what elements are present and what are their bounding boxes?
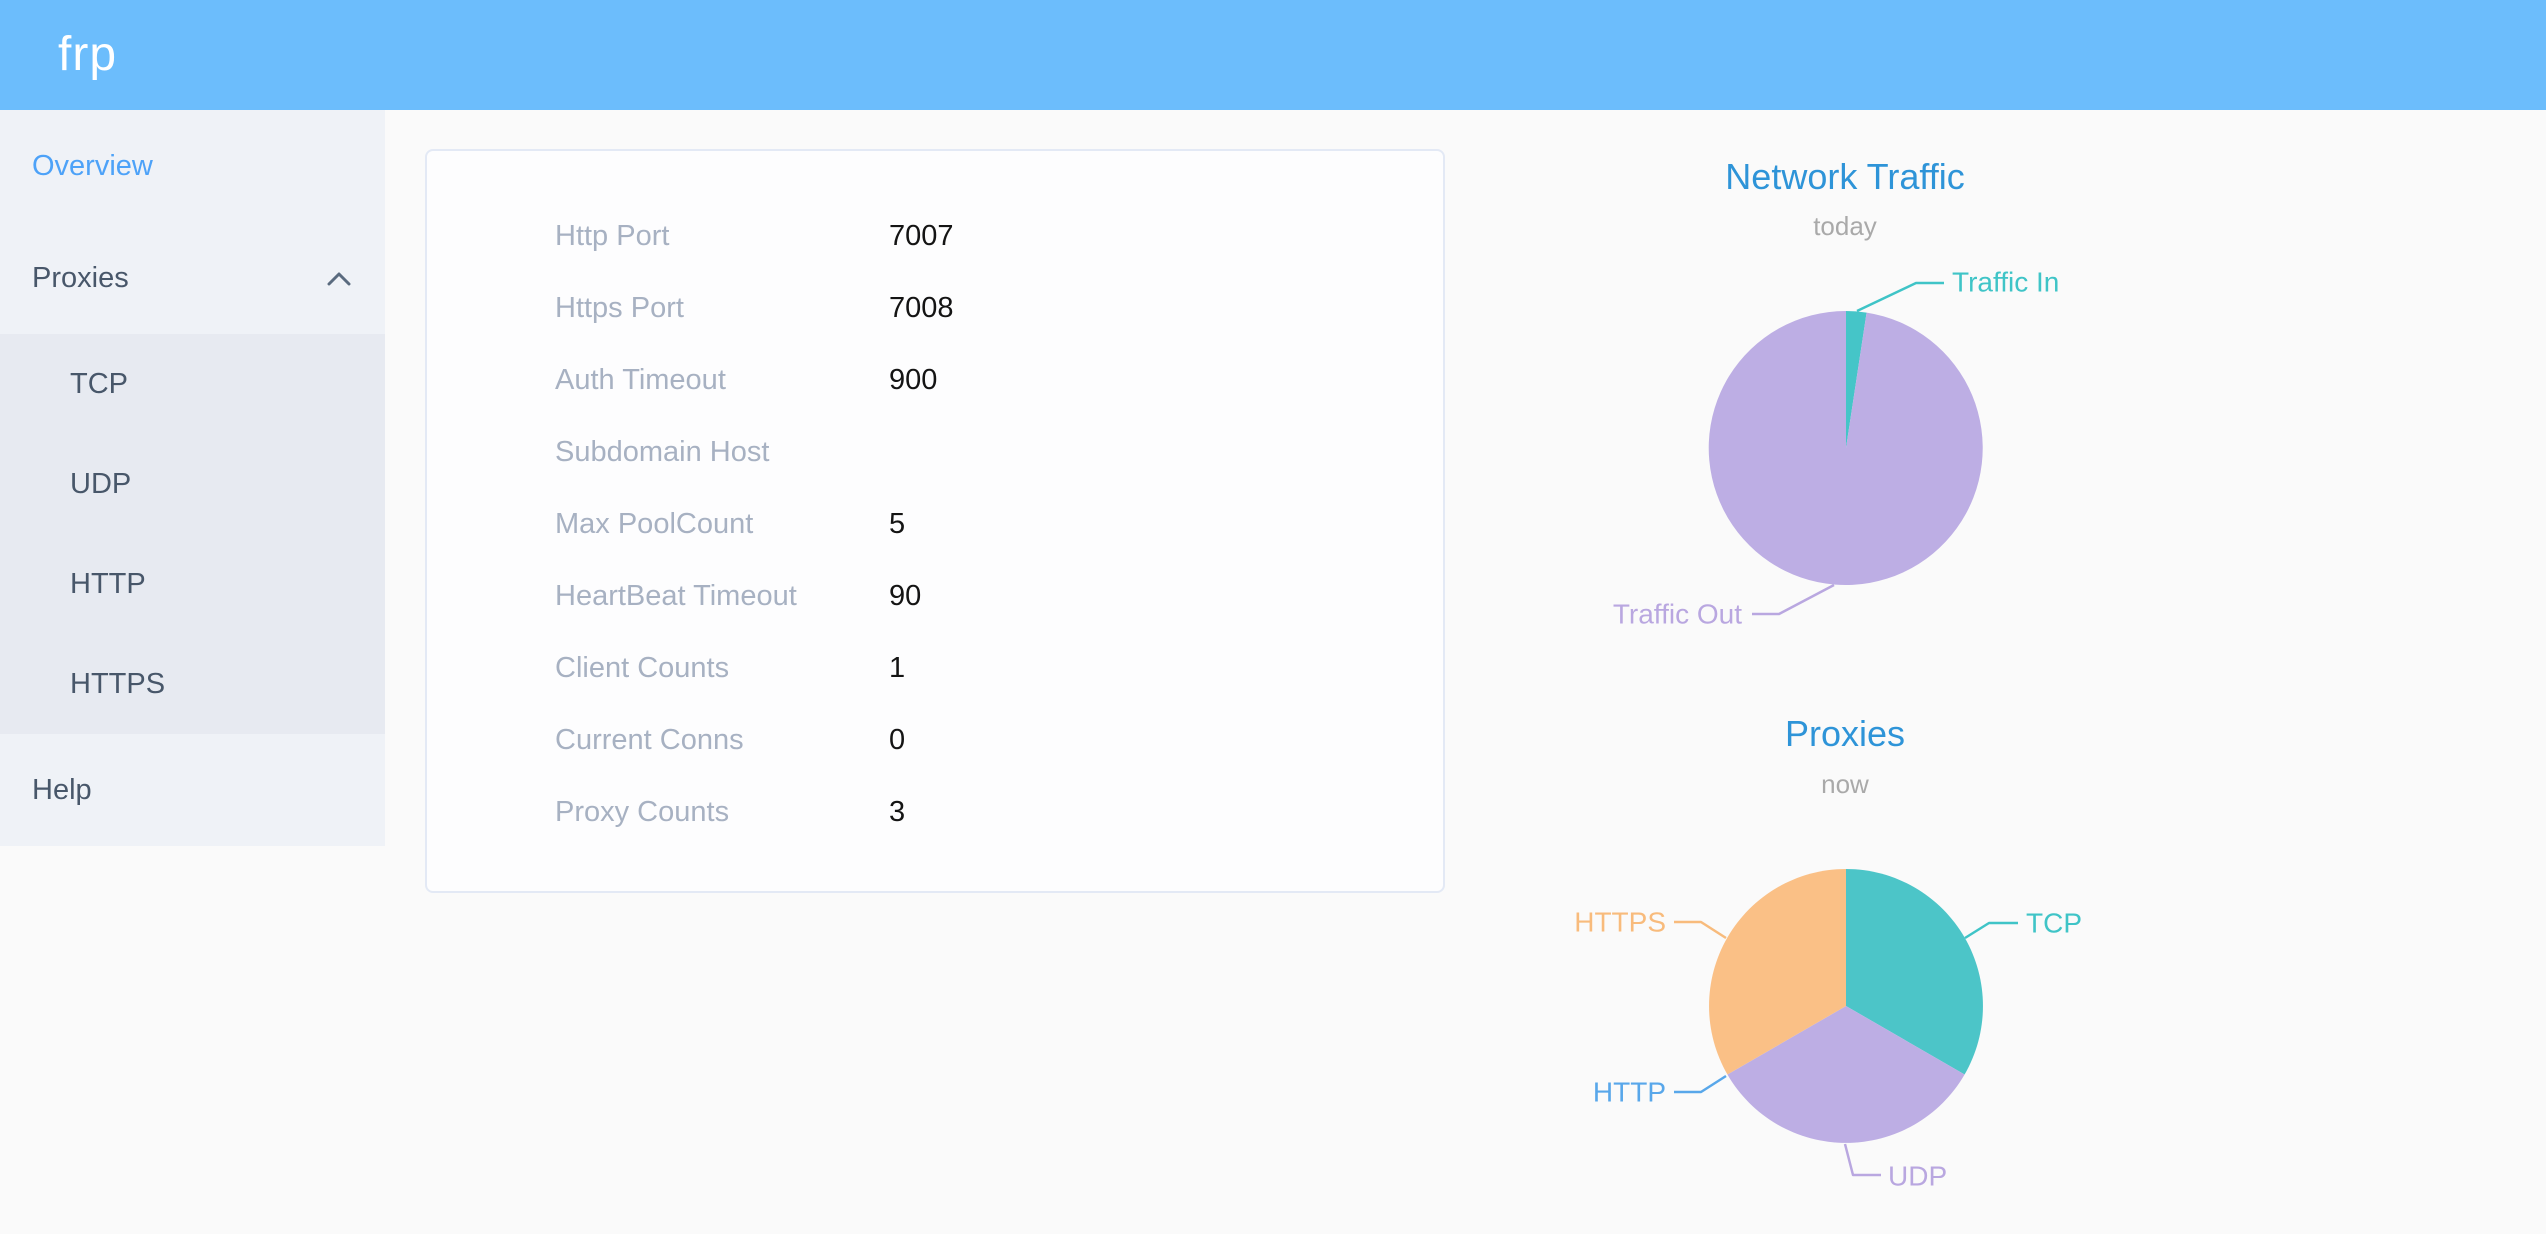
sidebar-item-help[interactable]: Help [0, 734, 385, 846]
proxies-chart-subtitle: now [1821, 769, 1869, 799]
sidebar-item-https[interactable]: HTTPS [0, 634, 385, 734]
row-label: Current Conns [555, 723, 744, 756]
table-row: Subdomain Host [427, 416, 1443, 488]
pie-slice-tcp[interactable] [1846, 869, 1983, 1075]
row-value: 900 [889, 363, 938, 396]
row-label: Client Counts [555, 651, 730, 684]
pie-label-traffic-out: Traffic Out [1613, 599, 1742, 630]
row-value: 1 [889, 651, 906, 684]
sidebar-item-udp[interactable]: UDP [0, 434, 385, 534]
chevron-up-icon [327, 272, 351, 286]
sidebar: Overview Proxies TCP UDP HTTP HTTPS Help [0, 110, 385, 846]
app-logo: frp [58, 28, 118, 81]
sidebar-item-proxies[interactable]: Proxies [0, 222, 385, 334]
sidebar-submenu: TCP UDP HTTP HTTPS [0, 334, 385, 734]
pie-label-line-traffic-in [1856, 281, 1944, 313]
table-row: Max PoolCount 5 [427, 488, 1443, 560]
pie-label-traffic-in: Traffic In [1952, 267, 2059, 298]
row-value: 90 [889, 579, 922, 612]
row-value: 5 [889, 507, 906, 540]
pie-label-line-https [1674, 920, 1727, 940]
row-label: Http Port [555, 219, 670, 252]
table-row: Proxy Counts 3 [427, 776, 1443, 848]
pie-slice-traffic-in[interactable] [1846, 311, 1867, 448]
sidebar-item-label: Help [32, 773, 92, 806]
row-value: 7007 [889, 219, 954, 252]
sidebar-item-label: TCP [70, 367, 128, 400]
pie-label-line-traffic-out [1752, 583, 1835, 616]
sidebar-item-tcp[interactable]: TCP [0, 334, 385, 434]
network-traffic-title: Network Traffic [1725, 156, 1965, 197]
row-label: HeartBeat Timeout [555, 579, 797, 612]
proxies-chart-title: Proxies [1784, 713, 1906, 754]
server-info-table: Http Port 7007 Https Port 7008 Auth Time… [427, 200, 1443, 848]
row-value: 3 [889, 795, 906, 828]
pie-label-https: HTTPS [1574, 907, 1666, 938]
pie-label-tcp: TCP [2026, 908, 2082, 939]
row-label: Subdomain Host [555, 435, 770, 468]
sidebar-item-http[interactable]: HTTP [0, 534, 385, 634]
row-label: Https Port [555, 291, 684, 324]
pie-label-line-tcp [1964, 921, 2018, 940]
sidebar-item-label: HTTPS [70, 667, 166, 700]
row-label: Auth Timeout [555, 363, 726, 396]
sidebar-item-label: Overview [32, 149, 153, 182]
table-row: Current Conns 0 [427, 704, 1443, 776]
row-label: Proxy Counts [555, 795, 730, 828]
row-value: 7008 [889, 291, 954, 324]
sidebar-item-label: HTTP [70, 567, 146, 600]
table-row: Client Counts 1 [427, 632, 1443, 704]
row-value: 0 [889, 723, 906, 756]
pie-label-http: HTTP [1593, 1077, 1666, 1108]
pie-slice-udp[interactable] [1727, 1006, 1965, 1143]
pie-label-udp: UDP [1888, 1161, 1947, 1192]
sidebar-item-label: UDP [70, 467, 132, 500]
pie-slice-traffic-out[interactable] [1708, 310, 1983, 585]
table-row: Auth Timeout 900 [427, 344, 1443, 416]
table-row: Https Port 7008 [427, 272, 1443, 344]
app-header: frp [0, 0, 2546, 110]
sidebar-item-overview[interactable]: Overview [0, 110, 385, 222]
pie-label-line-udp [1843, 1143, 1881, 1177]
pie-charts-canvas: Traffic In Traffic Out TCP UDP HTTP HTTPS [1574, 267, 2082, 1192]
sidebar-item-label: Proxies [32, 261, 129, 294]
server-info-card: Http Port 7007 Https Port 7008 Auth Time… [425, 149, 1445, 893]
network-traffic-subtitle: today [1813, 211, 1877, 241]
table-row: Http Port 7007 [427, 200, 1443, 272]
pie-slice-https[interactable] [1709, 869, 1846, 1075]
row-label: Max PoolCount [555, 507, 754, 540]
pie-label-line-http [1674, 1074, 1727, 1094]
table-row: HeartBeat Timeout 90 [427, 560, 1443, 632]
